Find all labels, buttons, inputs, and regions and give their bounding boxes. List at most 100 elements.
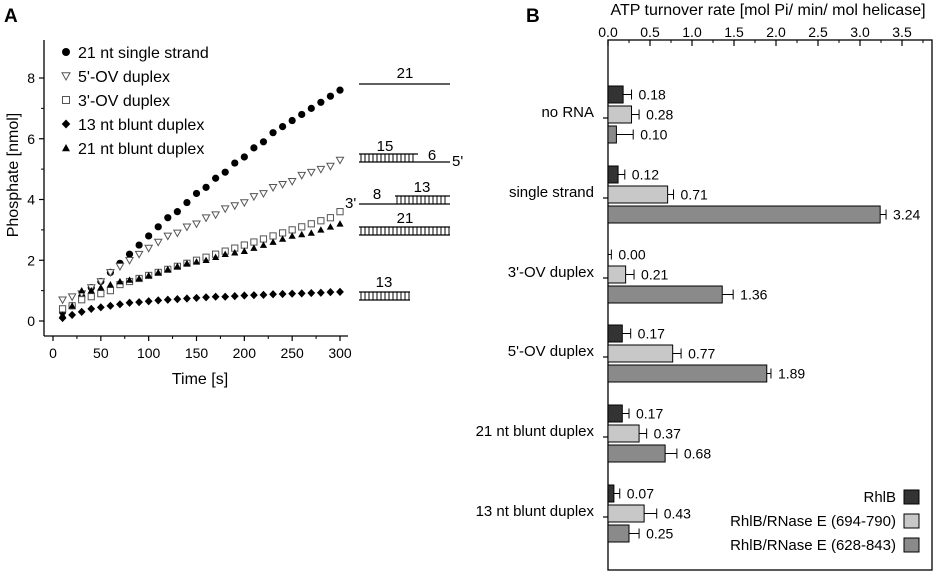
panel-a-point-series-1 [153, 238, 163, 247]
panel-a-point-series-4 [106, 280, 114, 288]
panel-a-point-series-1 [201, 214, 211, 223]
panel-a-x-tick-label: 200 [233, 345, 257, 361]
panel-a-point-series-4 [164, 265, 172, 273]
panel-a-y-tick-label: 0 [27, 313, 35, 329]
substrate-label: 15 [377, 138, 394, 155]
panel-a-point-series-4 [221, 250, 229, 257]
panel-a-point-series-0 [250, 144, 258, 152]
panel-b-x-tick-label: 0.5 [640, 24, 660, 40]
substrate-label: 13 [414, 179, 431, 196]
panel-b-value-label: 0.17 [638, 326, 665, 342]
panel-b-category-label: 5'-OV duplex [508, 343, 595, 360]
panel-b-bar [607, 105, 633, 124]
panel-a-x-tick-label: 300 [328, 345, 352, 361]
panel-b-label: B [526, 6, 540, 27]
panel-a-point-series-0 [145, 232, 153, 240]
panel-a-point-series-4 [288, 232, 296, 239]
panel-a-legend: 21 nt single strand 5'-OV duplex 3'-OV dup… [61, 45, 209, 158]
panel-b-bar [607, 444, 666, 463]
panel-a-point-series-1 [249, 193, 259, 202]
panel-a-point-series-3 [326, 288, 335, 297]
panel-a-point-series-4 [58, 311, 67, 318]
panel-b-legend-label: RhlB/RNase E (628-843) [730, 537, 896, 554]
panel-a-point-series-4 [259, 241, 268, 248]
panel-b-value-label: 0.18 [639, 87, 666, 103]
substrate-label: 21 [397, 65, 414, 82]
panel-a-point-series-2 [288, 226, 296, 234]
panel-a-point-series-3 [269, 290, 277, 299]
panel-b-bar [607, 324, 623, 343]
panel-b-legend-swatch [903, 513, 920, 529]
panel-a-point-series-1 [192, 220, 201, 229]
panel-a-point-series-0 [154, 223, 162, 231]
panel-a-point-series-1 [278, 181, 288, 189]
panel-b-value-label: 1.36 [740, 287, 767, 303]
panel-a-axes: 0 50 100 150 200 250 300 0 2 4 6 8 [27, 40, 352, 361]
panel-a-point-series-3 [183, 294, 191, 303]
panel-a-point-series-3 [144, 297, 153, 306]
panel-a-point-series-4 [317, 226, 325, 233]
panel-a-point-series-0 [288, 116, 296, 125]
panel-a-point-series-1 [325, 162, 335, 171]
panel-a-point-series-2 [269, 232, 277, 240]
panel-a-point-series-3 [192, 293, 201, 303]
panel-a-point-series-3 [288, 289, 297, 298]
panel-a-data-points [58, 86, 345, 323]
panel-a-point-series-1 [316, 165, 326, 174]
panel-a-point-series-0 [173, 208, 181, 216]
panel-a-point-series-0 [240, 153, 248, 161]
panel-a-point-series-3 [77, 307, 86, 316]
panel-a-point-series-2 [336, 208, 344, 216]
panel-a-point-series-0 [259, 138, 268, 146]
panel-a-point-series-4 [212, 253, 220, 261]
panel-a-point-series-3 [307, 288, 316, 298]
panel-b-bar [607, 364, 768, 383]
panel-a-point-series-0 [298, 110, 306, 119]
panel-b-value-label: 0.25 [646, 526, 673, 542]
panel-a-point-series-1 [230, 202, 240, 211]
panel-a-point-series-4 [154, 268, 162, 276]
panel-b-value-label: 0.37 [654, 426, 681, 442]
panel-a-point-series-3 [240, 291, 249, 300]
panel-a-point-series-1 [163, 232, 173, 241]
panel-a-y-tick-label: 2 [27, 252, 35, 268]
panel-a-legend-label: 21 nt single strand [78, 45, 209, 62]
panel-a-x-axis-label: Time [s] [172, 371, 228, 388]
panel-b-legend: RhlB RhlB/RNase E (694-790) RhlB/RNase E (… [730, 489, 920, 554]
panel-a-x-tick-label: 100 [137, 345, 161, 361]
panel-b-bar [607, 524, 630, 543]
panel-b-value-label: 0.00 [618, 247, 645, 263]
panel-b-bar [607, 504, 645, 523]
panel-a-point-series-2 [78, 296, 86, 304]
panel-a-point-series-1 [268, 184, 278, 192]
panel-a-point-series-2 [106, 287, 115, 295]
panel-b-value-label: 0.17 [636, 406, 663, 422]
substrate-label: 13 [376, 274, 393, 291]
panel-a-legend-label: 21 nt blunt duplex [78, 141, 204, 158]
panel-b-x-tick-label: 3.5 [892, 24, 912, 40]
panel-a-point-series-4 [326, 223, 335, 230]
panel-b-category-label: no RNA [541, 104, 594, 121]
panel-a-x-tick-label: 50 [93, 345, 109, 361]
panel-b-value-label: 0.21 [641, 267, 668, 283]
panel-a-legend-marker [62, 144, 70, 152]
panel-a-point-series-4 [279, 235, 287, 242]
panel-b-category-label: 21 nt blunt duplex [476, 423, 595, 440]
panel-a-point-series-3 [316, 288, 325, 297]
panel-a-y-axis-label: Phosphate [nmol] [5, 113, 22, 238]
panel-a-point-series-0 [221, 168, 229, 176]
panel-a-point-series-4 [116, 277, 124, 285]
panel-b-x-tick-label: 3.0 [850, 24, 870, 40]
panel-a-point-series-3 [106, 301, 115, 310]
panel-b-value-label: 0.07 [627, 486, 654, 502]
panel-a-point-series-3 [202, 293, 210, 302]
panel-b-x-axis-label: ATP turnover rate [mol Pi/ min/ mol heli… [610, 2, 925, 19]
panel-a-point-series-0 [183, 198, 191, 207]
substrate-label: 8 [373, 186, 381, 203]
panel-a-point-series-4 [240, 247, 248, 254]
panel-a-point-series-4 [87, 287, 95, 294]
panel-a-label: A [4, 6, 18, 27]
panel-a-point-series-2 [250, 238, 258, 246]
panel-a-point-series-3 [116, 300, 124, 309]
